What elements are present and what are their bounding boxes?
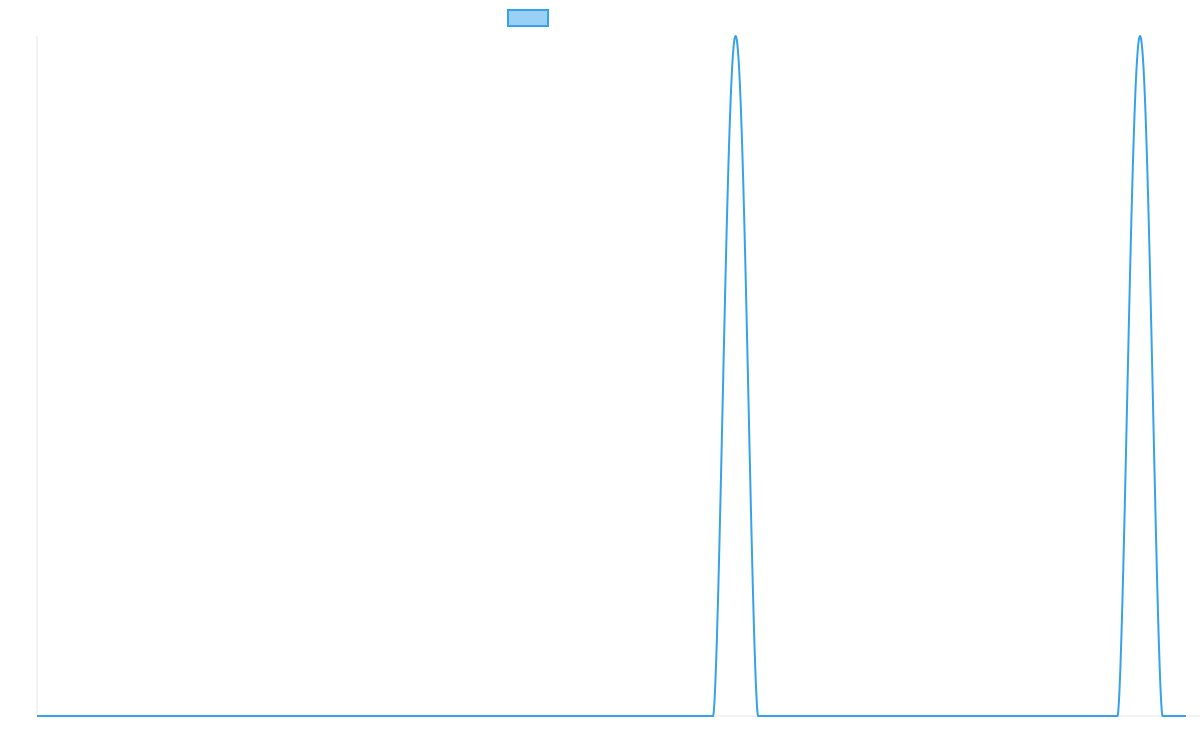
axes bbox=[36, 36, 1200, 717]
legend-swatch[interactable] bbox=[507, 9, 549, 27]
legend[interactable] bbox=[507, 9, 549, 27]
series-line bbox=[36, 35, 1187, 717]
peak-point[interactable] bbox=[1137, 33, 1143, 39]
series-group bbox=[36, 33, 1187, 717]
peak-point[interactable] bbox=[733, 33, 739, 39]
